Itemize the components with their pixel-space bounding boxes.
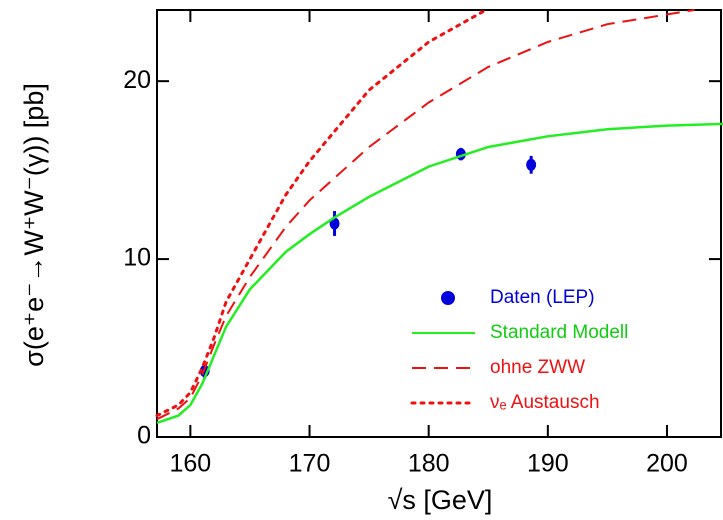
legend-marker (441, 291, 455, 305)
data-point (526, 158, 537, 171)
y-tick-label: 10 (123, 244, 151, 272)
legend-label: νₑ Austausch (490, 392, 600, 413)
legend-label: Daten (LEP) (490, 287, 595, 308)
curve (156, 9, 695, 421)
curve (155, 8, 488, 418)
y-tick-label: 20 (123, 66, 151, 94)
x-axis-label: √s [GeV] (388, 485, 493, 515)
plot-frame (156, 9, 722, 438)
x-tick-label: 190 (527, 450, 569, 478)
x-tick-label: 170 (289, 450, 331, 478)
y-axis-label: σ(e⁺e⁻→W⁺W⁻(γ)) [pb] (19, 83, 49, 367)
x-tick-label: 180 (408, 450, 450, 478)
x-tick-label: 160 (170, 450, 212, 478)
curve (156, 122, 723, 424)
legend-label: Standard Modell (490, 322, 628, 343)
x-tick-label: 200 (646, 450, 688, 478)
legend-label: ohne ZWW (490, 357, 585, 378)
y-tick-label: 0 (137, 422, 151, 450)
